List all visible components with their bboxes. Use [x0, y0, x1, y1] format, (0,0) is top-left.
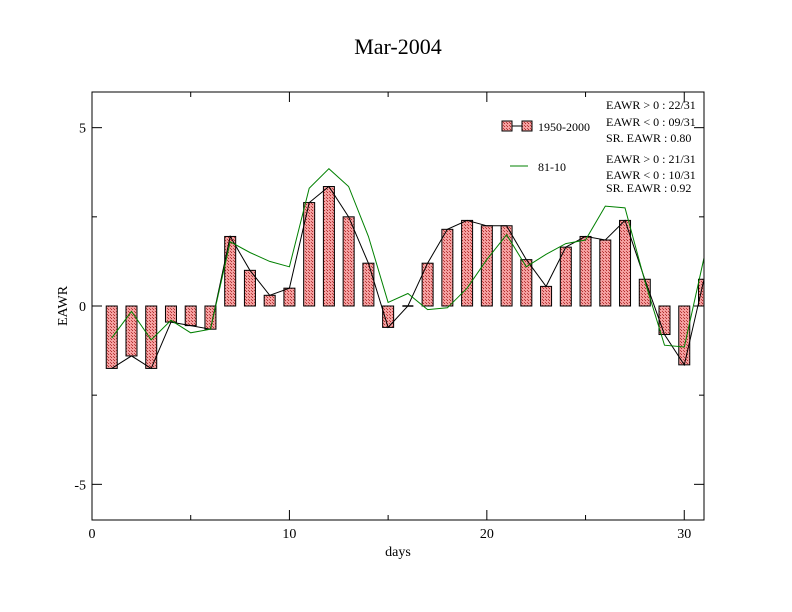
x-tick-label-20: 20 — [480, 527, 494, 542]
stats-1950-2000-negative: EAWR < 0 : 09/31 — [606, 115, 696, 129]
legend-label-81-10: 81-10 — [538, 160, 566, 174]
stats-81-10-positive: EAWR > 0 : 21/31 — [606, 152, 696, 166]
bar-day-13 — [342, 216, 355, 307]
legend-swatch-1950-2000-right — [521, 120, 533, 132]
bar-day-14 — [362, 262, 375, 307]
bar-day-7 — [224, 235, 237, 307]
chart-title: Mar-2004 — [354, 34, 442, 59]
bar-day-23 — [540, 285, 553, 307]
bar-day-24 — [559, 246, 572, 307]
bar-day-5 — [184, 305, 197, 327]
legend-label-1950-2000: 1950-2000 — [538, 120, 590, 134]
bar-day-19 — [461, 219, 474, 307]
stats-1950-2000-positive: EAWR > 0 : 22/31 — [606, 98, 696, 112]
series-line-1950-2000 — [111, 185, 704, 370]
stats-81-10-negative: EAWR < 0 : 10/31 — [606, 168, 696, 182]
bar-layer — [105, 186, 704, 369]
y-axis-label: EAWR — [56, 285, 71, 326]
legend: 1950-2000 EAWR > 0 : 22/31 EAWR < 0 : 09… — [501, 98, 696, 195]
x-tick-label-30: 30 — [677, 527, 691, 542]
bar-day-18 — [441, 228, 454, 307]
series-line-81-10 — [111, 168, 704, 348]
bar-day-9 — [263, 294, 276, 307]
line-layer — [111, 168, 704, 370]
bar-day-4 — [164, 305, 177, 323]
y-tick-label--5: -5 — [74, 478, 86, 493]
bar-day-15 — [382, 305, 395, 328]
axes: 0 10 20 30 5 0 -5 — [74, 92, 704, 542]
legend-swatch-1950-2000-left — [501, 120, 513, 132]
bar-day-17 — [421, 262, 434, 307]
bar-day-2 — [125, 305, 138, 357]
x-tick-label-0: 0 — [89, 527, 96, 542]
bar-day-12 — [322, 186, 335, 307]
x-tick-label-10: 10 — [282, 527, 296, 542]
y-tick-label-0: 0 — [79, 300, 86, 315]
bar-day-25 — [579, 235, 592, 307]
bar-day-10 — [283, 287, 296, 307]
y-tick-label-5: 5 — [79, 122, 86, 137]
bar-day-21 — [500, 225, 513, 307]
bar-day-30 — [678, 305, 691, 366]
stats-81-10-sr: SR. EAWR : 0.92 — [606, 181, 691, 195]
bar-day-29 — [658, 305, 671, 336]
bar-day-26 — [599, 239, 612, 307]
stats-1950-2000-sr: SR. EAWR : 0.80 — [606, 131, 691, 145]
x-axis-label: days — [385, 545, 411, 560]
